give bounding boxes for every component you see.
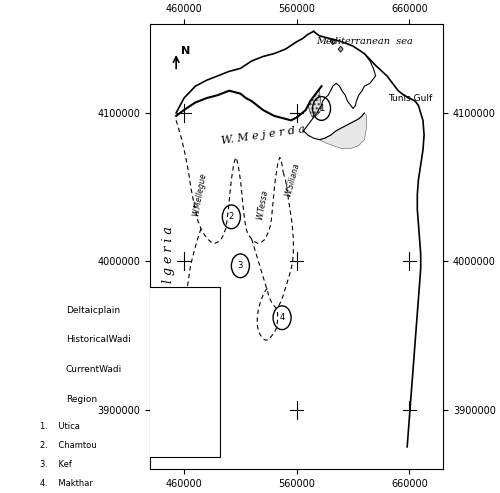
Text: W. M e j e r d a: W. M e j e r d a [220,124,306,146]
Text: W.Siliana: W.Siliana [284,162,301,198]
Text: N: N [180,45,190,56]
Text: 2.    Chamtou: 2. Chamtou [40,441,96,450]
Text: Region: Region [66,395,97,404]
Polygon shape [330,39,335,45]
Text: A l g e r i a: A l g e r i a [163,226,176,296]
Polygon shape [320,113,366,148]
Text: Deltaicplain: Deltaicplain [66,306,120,315]
FancyBboxPatch shape [26,286,220,457]
Text: HistoricalWadi: HistoricalWadi [66,336,130,345]
Bar [36,303,60,317]
Text: 4.    Makthar: 4. Makthar [40,480,92,489]
Text: 3.    Kef: 3. Kef [40,460,72,469]
Text: 1: 1 [319,104,324,113]
Text: W.Tessa: W.Tessa [256,189,270,221]
Text: Tunis Gulf: Tunis Gulf [388,94,432,103]
Polygon shape [338,46,343,52]
Text: W. Sarrat: W. Sarrat [172,292,201,325]
Text: 2: 2 [228,212,234,221]
Polygon shape [308,89,322,117]
Text: Mediterranean  sea: Mediterranean sea [316,37,413,46]
Text: CurrentWadi: CurrentWadi [66,365,122,374]
Text: W.Mellegue: W.Mellegue [192,172,208,217]
Text: 1.    Utica: 1. Utica [40,422,80,430]
Text: 3: 3 [238,261,243,270]
Text: 4: 4 [280,313,284,322]
